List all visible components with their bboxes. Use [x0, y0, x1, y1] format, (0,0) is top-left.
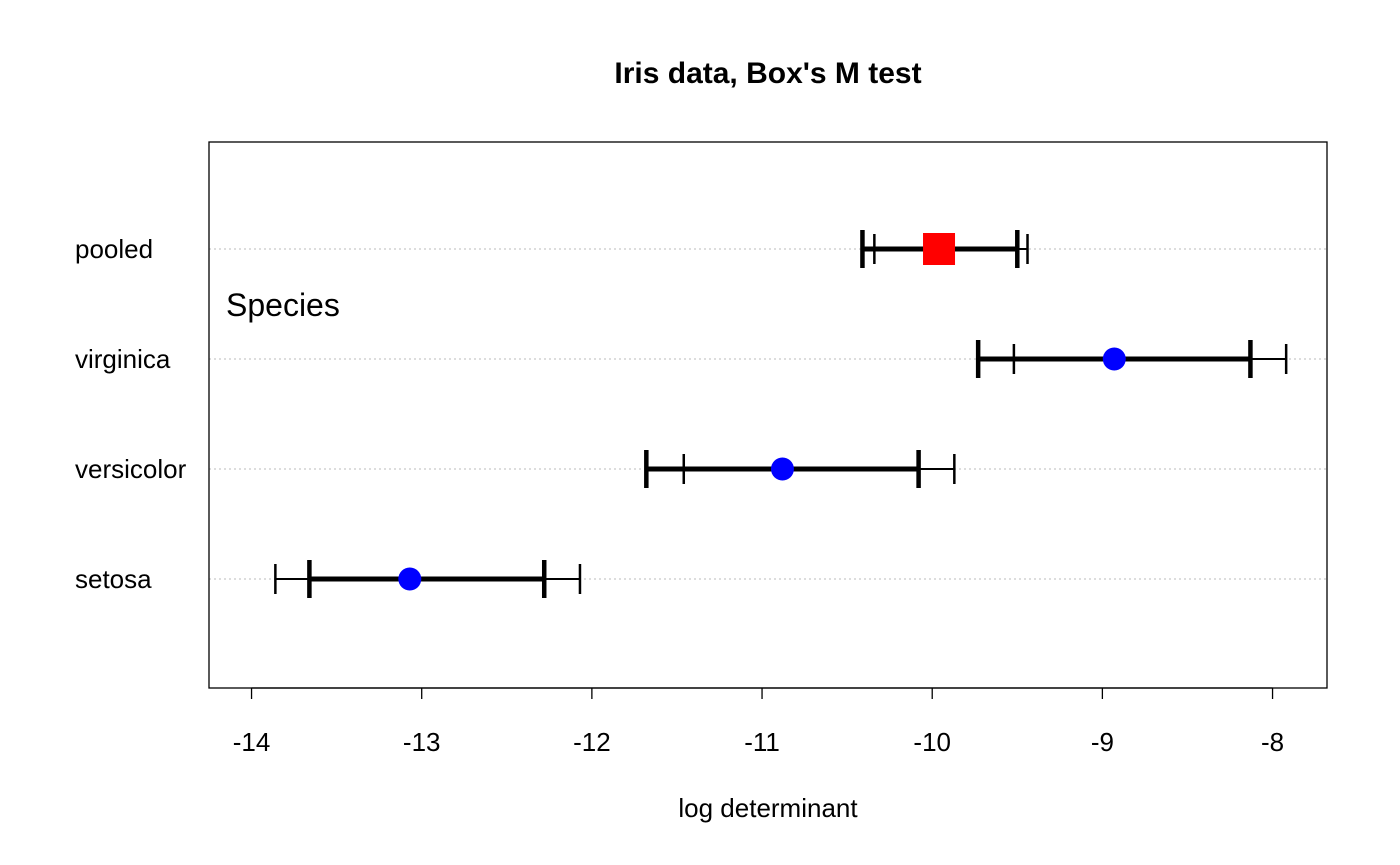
x-tick-label: -8	[1261, 727, 1284, 757]
interval-bars	[274, 230, 1288, 598]
category-label: virginica	[75, 344, 171, 374]
x-tick-label: -11	[744, 727, 780, 757]
versicolor-point-marker	[770, 457, 794, 481]
category-label: pooled	[75, 234, 153, 264]
point-markers	[398, 233, 1126, 591]
x-tick-label: -13	[403, 727, 441, 757]
x-axis-label: log determinant	[678, 793, 858, 823]
x-tick-label: -10	[913, 727, 951, 757]
x-axis: -14 -13 -12 -11 -10 -9 -8	[233, 687, 1284, 757]
grid-lines	[209, 248, 1327, 580]
plot-frame	[208, 141, 1328, 689]
group-label: Species	[226, 287, 340, 323]
category-labels: setosa versicolor virginica pooled	[75, 234, 187, 594]
category-label: setosa	[75, 564, 152, 594]
x-tick-label: -14	[233, 727, 271, 757]
setosa-point-marker	[398, 567, 422, 591]
pooled-point-marker	[923, 233, 956, 265]
x-tick-label: -12	[573, 727, 611, 757]
category-label: versicolor	[75, 454, 187, 484]
chart-title: Iris data, Box's M test	[614, 57, 921, 90]
virginica-point-marker	[1102, 347, 1126, 371]
x-tick-label: -9	[1091, 727, 1114, 757]
